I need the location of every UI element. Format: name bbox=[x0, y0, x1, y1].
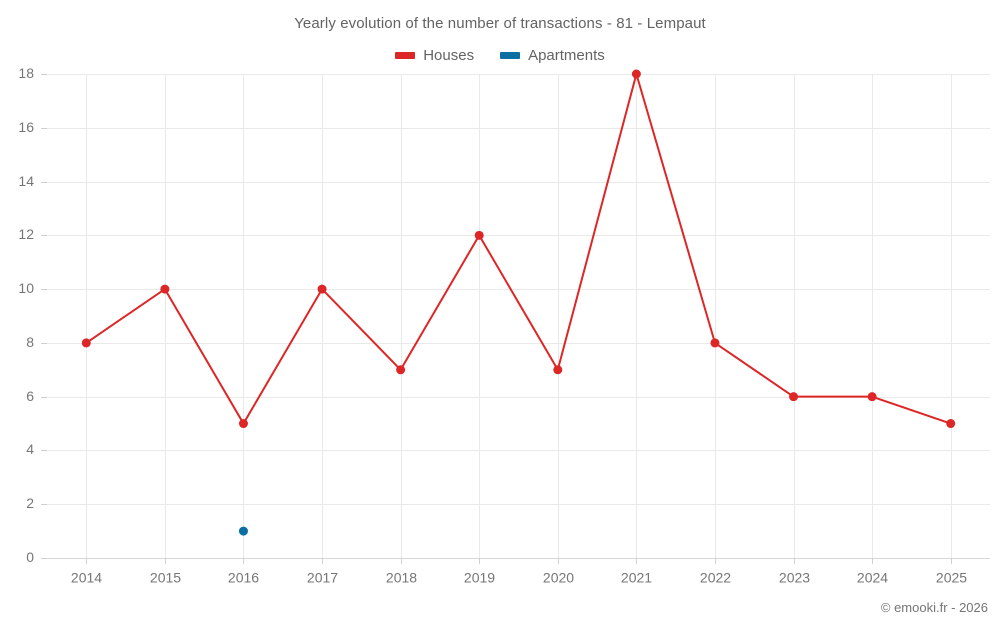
data-point-houses[interactable] bbox=[160, 284, 170, 294]
x-tick-label: 2020 bbox=[543, 569, 574, 585]
x-axis-ticks: 2014 2015 2016 2017 2018 2019 2020 2021 2022 2023… bbox=[71, 558, 967, 585]
chart-title: Yearly evolution of the number of transa… bbox=[294, 15, 706, 32]
data-point-houses[interactable] bbox=[396, 365, 406, 375]
x-tick-label: 2017 bbox=[307, 569, 338, 585]
x-tick-label: 2021 bbox=[621, 569, 652, 585]
x-tick-label: 2022 bbox=[700, 569, 731, 585]
y-tick-label: 0 bbox=[26, 549, 34, 565]
y-tick-label: 10 bbox=[18, 280, 34, 296]
legend-label-houses: Houses bbox=[423, 46, 475, 64]
legend-item-apartments[interactable]: Apartments bbox=[500, 47, 605, 64]
x-tick-label: 2018 bbox=[386, 569, 417, 585]
data-series bbox=[81, 69, 956, 536]
x-tick-label: 2016 bbox=[228, 569, 259, 585]
data-point-houses[interactable] bbox=[631, 69, 641, 79]
x-tick-label: 2014 bbox=[71, 569, 102, 585]
y-axis-ticks: 0 2 4 6 8 10 12 14 16 18 bbox=[18, 65, 47, 565]
series-line-houses bbox=[85, 73, 952, 425]
legend-item-houses[interactable]: Houses bbox=[395, 47, 474, 64]
data-point-houses[interactable] bbox=[710, 338, 720, 348]
y-tick-label: 18 bbox=[18, 65, 34, 81]
data-point-houses[interactable] bbox=[946, 419, 956, 429]
data-point-houses[interactable] bbox=[867, 392, 877, 402]
data-point-houses[interactable] bbox=[789, 392, 799, 402]
legend-swatch-apartments bbox=[500, 51, 521, 59]
legend-label-apartments: Apartments bbox=[528, 46, 605, 64]
data-point-houses[interactable] bbox=[81, 338, 91, 348]
y-tick-label: 14 bbox=[18, 173, 34, 189]
y-tick-label: 4 bbox=[26, 441, 34, 457]
copyright-credit: © emooki.fr - 2026 bbox=[880, 600, 988, 615]
y-tick-label: 6 bbox=[26, 388, 34, 404]
data-point-apartments[interactable] bbox=[238, 526, 248, 536]
x-tick-label: 2023 bbox=[779, 569, 810, 585]
y-tick-label: 12 bbox=[18, 226, 34, 242]
data-point-houses[interactable] bbox=[553, 365, 563, 375]
x-tick-label: 2019 bbox=[464, 569, 495, 585]
y-tick-label: 16 bbox=[18, 119, 34, 135]
y-tick-label: 2 bbox=[26, 495, 34, 511]
x-tick-label: 2024 bbox=[857, 569, 888, 585]
x-tick-label: 2015 bbox=[150, 569, 181, 585]
y-tick-label: 8 bbox=[26, 334, 34, 350]
data-point-houses[interactable] bbox=[474, 230, 484, 240]
data-point-houses[interactable] bbox=[238, 419, 248, 429]
chart-legend: Houses Apartments bbox=[0, 44, 1000, 66]
gridlines bbox=[47, 74, 990, 559]
data-point-houses[interactable] bbox=[317, 284, 327, 294]
x-tick-label: 2025 bbox=[936, 569, 967, 585]
legend-swatch-houses bbox=[395, 51, 416, 59]
